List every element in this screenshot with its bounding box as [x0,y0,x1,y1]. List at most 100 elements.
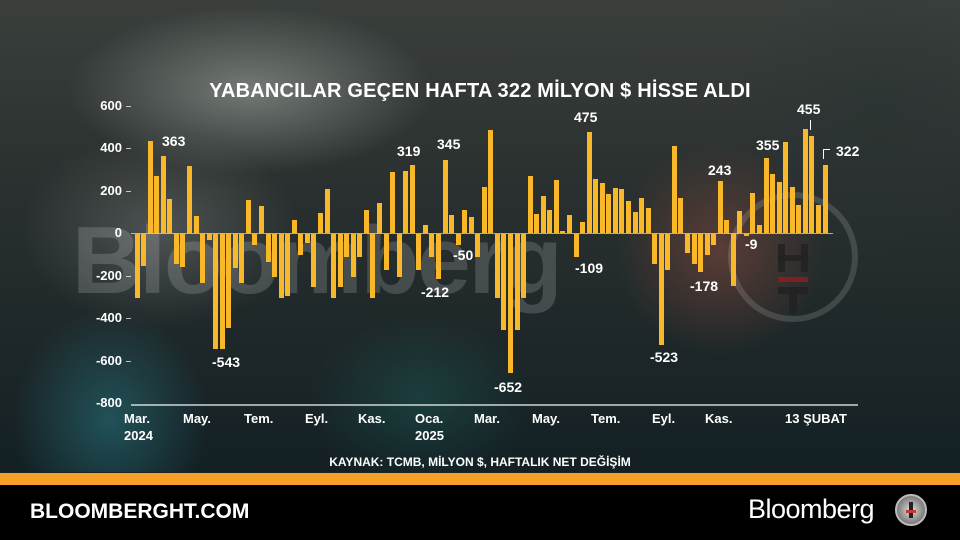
x-tick-label: Mar. 2024 [124,411,153,443]
bar [711,234,717,245]
bar [612,188,618,233]
x-tick-label: Tem. [591,411,621,426]
footer-url-link[interactable]: BLOOMBERGHT.COM [30,500,250,523]
bar [200,234,205,283]
bar [455,234,461,245]
bar [331,234,337,298]
y-tick-mark [126,276,131,277]
bar [508,234,513,373]
bar [547,209,553,233]
bar [481,187,487,233]
x-tick-label: May. [183,411,211,426]
bar [717,181,723,233]
bar [259,206,264,233]
bar [599,183,605,233]
y-tick-label: -600 [95,353,122,368]
accent-strip [0,473,960,485]
bar [757,224,762,233]
data-label: 363 [162,133,186,149]
chart-title: YABANCILAR GEÇEN HAFTA 322 MİLYON $ HİSS… [209,80,751,102]
data-label: -652 [494,379,523,395]
x-tick-label: May. [532,411,560,426]
bar [593,178,599,233]
data-label: -9 [745,236,758,252]
bar [776,182,782,233]
bar [580,222,586,233]
bar [770,173,776,233]
bar [206,234,212,241]
x-tick-label: 13 ŞUBAT [785,411,847,426]
bar [560,230,566,233]
data-label: 355 [756,137,780,153]
bar [186,166,192,233]
bar [763,157,769,233]
bar [390,172,395,233]
bar [475,234,481,258]
bar [239,234,245,283]
data-label: 475 [574,109,598,125]
data-label: 455 [797,101,821,117]
bar [324,189,330,233]
bar [396,234,402,277]
bar [802,128,808,233]
bar [285,234,291,296]
bar [573,234,579,258]
bar [684,234,690,254]
bar [815,205,821,233]
label-leader-455 [810,120,811,130]
bar [219,234,225,350]
bar [750,192,756,233]
bar [534,213,540,233]
bar-series [134,128,828,373]
footer [0,485,960,540]
bar [134,234,140,298]
bar [468,217,474,233]
bar [245,200,251,233]
x-axis-line [131,404,858,406]
bar [167,199,173,233]
bar [625,201,631,233]
bar [632,211,638,234]
data-label: -212 [421,284,450,300]
y-tick-mark [126,106,131,107]
bar [521,234,527,298]
x-tick-label: Oca. 2025 [415,411,444,443]
label-leader-322 [823,149,824,159]
bar [501,234,507,330]
bar [743,234,749,236]
bar [678,197,684,233]
y-tick-mark [126,148,131,149]
y-tick-mark [126,318,131,319]
data-label: -109 [575,260,604,276]
bar [449,214,454,233]
x-tick-label: Kas. [705,411,733,426]
bar [141,234,147,266]
y-tick-label: 400 [100,140,122,155]
bar [409,165,415,233]
y-tick-label: 200 [100,183,122,198]
bar [311,234,317,288]
x-tick-label: Mar. [474,411,501,426]
bar [639,197,644,233]
bar [213,234,219,349]
x-tick-label: Kas. [358,411,386,426]
bar [291,220,297,234]
bar [494,234,500,298]
y-tick-label: -400 [95,310,122,325]
bar [698,234,703,272]
bar [645,207,651,233]
data-label: -50 [453,247,474,263]
bar [652,234,658,264]
zero-line [131,233,833,234]
bar [527,175,533,233]
x-tick-label: Eyl. [305,411,329,426]
bar [730,234,736,287]
bar [783,141,789,233]
bar [724,220,730,234]
y-tick-mark [126,361,131,362]
bar [796,205,802,233]
bar [619,189,625,233]
bar [822,164,828,233]
bar [272,234,278,277]
bar [173,234,179,264]
